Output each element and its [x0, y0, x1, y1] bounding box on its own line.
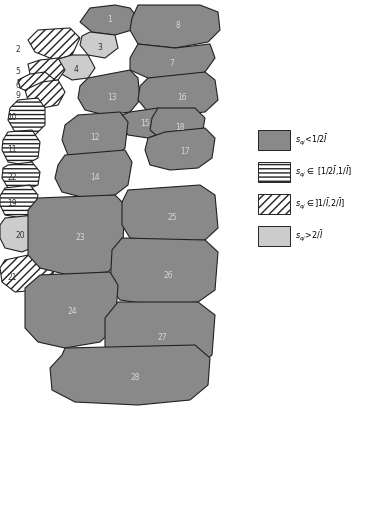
Polygon shape — [122, 185, 218, 242]
Bar — [258, 194, 290, 214]
Polygon shape — [55, 55, 95, 80]
Text: 20: 20 — [15, 230, 25, 240]
Bar — [258, 226, 290, 246]
Text: 12: 12 — [90, 133, 100, 143]
Text: 19: 19 — [7, 199, 17, 207]
Text: 9: 9 — [15, 92, 20, 101]
Text: 3: 3 — [98, 43, 102, 52]
Text: 2: 2 — [15, 45, 20, 55]
Polygon shape — [80, 32, 118, 58]
Text: 21: 21 — [7, 274, 17, 282]
Bar — [258, 130, 290, 150]
Text: 26: 26 — [163, 270, 173, 279]
Polygon shape — [0, 185, 38, 218]
Polygon shape — [150, 108, 205, 142]
Text: 5: 5 — [15, 68, 20, 77]
Polygon shape — [0, 252, 55, 292]
Polygon shape — [62, 112, 128, 160]
Text: 16: 16 — [177, 93, 187, 102]
Text: 8: 8 — [176, 20, 180, 30]
Text: $s_{qi}$$\in$ [1/2$\bar{I}$,1/$\bar{I}$]: $s_{qi}$$\in$ [1/2$\bar{I}$,1/$\bar{I}$] — [295, 165, 352, 179]
Polygon shape — [18, 72, 55, 95]
Text: $s_{qi}$$\in$]1/$\bar{I}$,2/$\bar{I}$]: $s_{qi}$$\in$]1/$\bar{I}$,2/$\bar{I}$] — [295, 196, 345, 212]
Text: 15: 15 — [140, 119, 150, 129]
Bar — [258, 162, 290, 182]
Polygon shape — [2, 162, 40, 190]
Text: $s_{qi}$<1/2$\bar{I}$: $s_{qi}$<1/2$\bar{I}$ — [295, 132, 329, 147]
Text: 17: 17 — [180, 147, 190, 156]
Polygon shape — [50, 345, 210, 405]
Polygon shape — [25, 80, 65, 108]
Polygon shape — [110, 238, 218, 305]
Text: 4: 4 — [74, 65, 78, 73]
Polygon shape — [8, 98, 45, 135]
Text: 22: 22 — [7, 173, 17, 182]
Text: 25: 25 — [167, 214, 177, 222]
Text: 7: 7 — [169, 59, 174, 68]
Polygon shape — [28, 28, 80, 60]
Polygon shape — [28, 195, 125, 275]
Polygon shape — [105, 302, 215, 372]
Polygon shape — [130, 44, 215, 78]
Polygon shape — [25, 272, 118, 348]
Text: 11: 11 — [7, 145, 17, 155]
Text: 1: 1 — [108, 16, 112, 24]
Text: $s_{qi}$>2/$\bar{I}$: $s_{qi}$>2/$\bar{I}$ — [295, 229, 324, 243]
Text: 27: 27 — [157, 333, 167, 342]
Text: 6: 6 — [15, 81, 20, 90]
Polygon shape — [130, 5, 220, 48]
Polygon shape — [2, 130, 40, 165]
Polygon shape — [120, 108, 168, 138]
Text: 13: 13 — [107, 93, 117, 102]
Text: 14: 14 — [90, 173, 100, 182]
Polygon shape — [78, 70, 140, 115]
Polygon shape — [0, 215, 42, 252]
Text: 23: 23 — [75, 233, 85, 242]
Text: 10: 10 — [7, 114, 17, 122]
Text: 24: 24 — [67, 307, 77, 316]
Polygon shape — [28, 58, 65, 82]
Polygon shape — [55, 150, 132, 198]
Polygon shape — [145, 128, 215, 170]
Text: 18: 18 — [175, 122, 185, 131]
Polygon shape — [80, 5, 138, 35]
Polygon shape — [138, 72, 218, 115]
Text: 28: 28 — [130, 374, 140, 382]
